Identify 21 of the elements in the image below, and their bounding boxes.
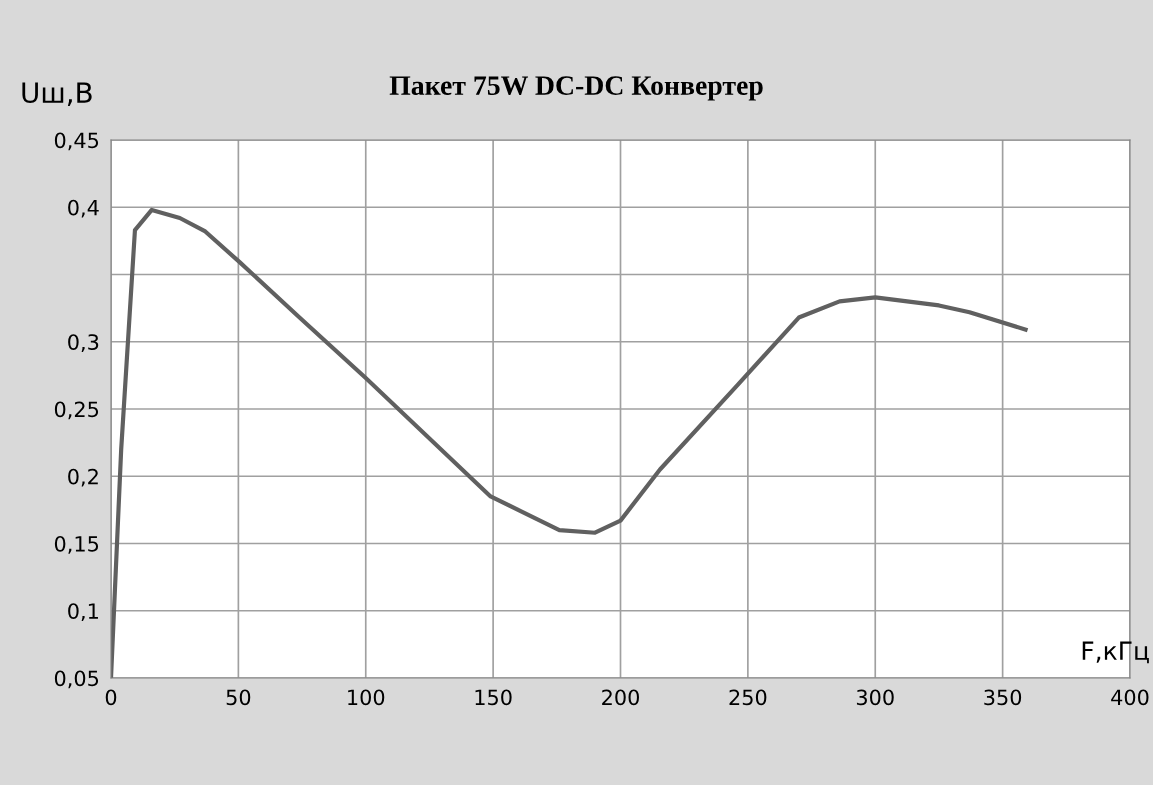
y-tick-label: 0,05 (54, 670, 99, 689)
x-tick-label: 0 (105, 689, 117, 706)
y-tick-label: 0,3 (68, 334, 99, 353)
y-tick-label: 0,2 (68, 468, 98, 487)
y-tick-label: 0,4 (68, 199, 99, 218)
x-tick-label: 350 (984, 689, 1022, 706)
y-tick-label: 0,45 (54, 132, 99, 151)
x-tick-label: 150 (475, 689, 512, 706)
x-tick-label: 300 (856, 689, 894, 706)
chart-title: Пакет 75W DC-DC Конвертер (389, 76, 763, 101)
x-tick-label: 100 (348, 689, 385, 706)
x-tick-label: 250 (729, 689, 767, 706)
x-axis-title: F,кГц (1082, 641, 1149, 664)
x-tick-label: 400 (1111, 689, 1149, 706)
x-tick-label: 200 (602, 689, 639, 706)
y-tick-label: 0,25 (54, 401, 99, 420)
line-series (111, 207, 1028, 678)
y-axis-title: Uш,В (22, 82, 92, 106)
x-tick-label: 50 (226, 689, 251, 706)
y-tick-label: 0,1 (68, 603, 98, 622)
y-tick-label: 0,15 (54, 535, 99, 554)
